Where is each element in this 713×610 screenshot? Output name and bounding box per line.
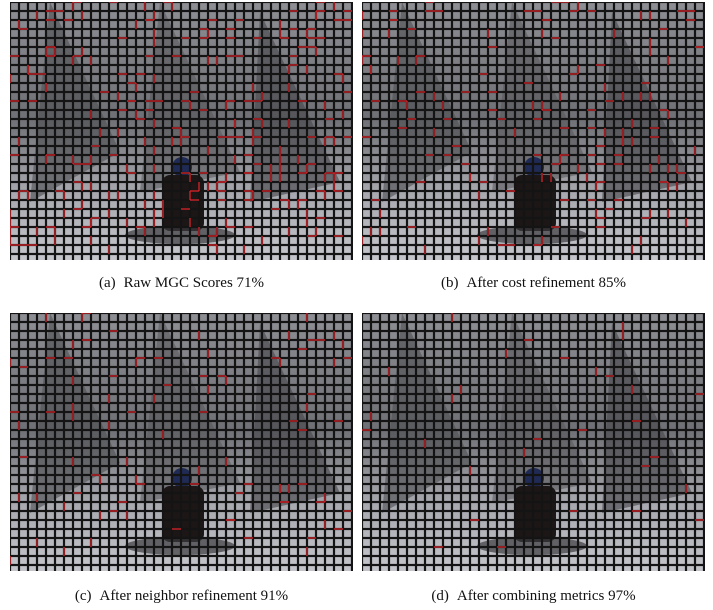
grid-overlay [362, 2, 705, 260]
grid-overlay [10, 313, 353, 571]
caption-label: (a) [99, 275, 116, 291]
caption-label: (d) [431, 588, 449, 604]
caption: (a) Raw MGC Scores 71% [10, 275, 353, 292]
image-panel [362, 313, 705, 571]
caption-text: After neighbor refinement 91% [99, 588, 288, 604]
caption-text: Raw MGC Scores 71% [124, 275, 264, 291]
caption-label: (c) [75, 588, 92, 604]
caption-text: After combining metrics 97% [457, 588, 636, 604]
grid-overlay [362, 313, 705, 571]
caption: (c) After neighbor refinement 91% [10, 588, 353, 605]
image-panel [10, 2, 353, 260]
image-panel [362, 2, 705, 260]
figure-page: (a) Raw MGC Scores 71% (b) After cost refi… [0, 0, 713, 610]
caption-label: (b) [441, 275, 459, 291]
caption: (d) After combining metrics 97% [362, 588, 705, 605]
image-panel [10, 313, 353, 571]
caption: (b) After cost refinement 85% [362, 275, 705, 292]
caption-text: After cost refinement 85% [466, 275, 626, 291]
